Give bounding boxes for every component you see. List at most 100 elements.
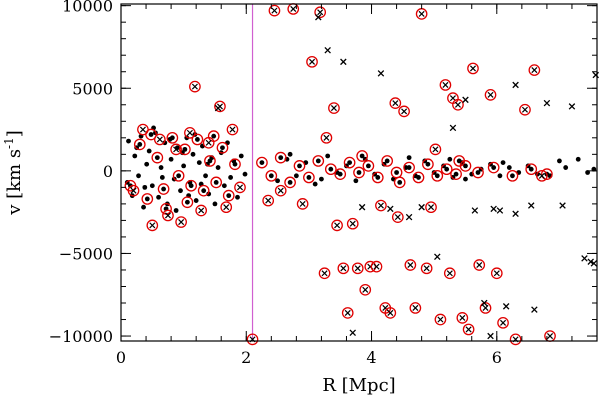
- data-point-ring-dot: [403, 161, 415, 174]
- point-ring: [391, 211, 404, 223]
- data-point-ring-dot: [181, 196, 194, 209]
- data-point-ring-dot: [179, 143, 191, 156]
- data-point-ring-cross: [189, 80, 201, 93]
- data-point-dot: [563, 165, 569, 170]
- data-point-ring-dot: [353, 166, 365, 179]
- point-ring: [314, 6, 327, 19]
- data-point-ring-cross: [462, 323, 475, 336]
- point-ring: [246, 333, 259, 346]
- data-point-ring-cross: [364, 260, 377, 273]
- point-ring: [337, 262, 350, 275]
- data-point-ring-cross: [331, 219, 343, 232]
- data-point-dot: [144, 161, 150, 167]
- point-ring: [404, 259, 417, 271]
- point-ring: [157, 183, 170, 195]
- point-ring: [371, 171, 384, 184]
- data-point-cross: [512, 81, 519, 89]
- data-point-dot: [325, 153, 331, 159]
- point-ring: [184, 127, 196, 139]
- point-ring: [296, 198, 309, 210]
- point-cross: [377, 202, 384, 209]
- point-ring: [341, 307, 354, 319]
- point-ring: [398, 105, 410, 118]
- data-point-dot: [146, 148, 152, 154]
- data-point-dot: [497, 173, 503, 179]
- data-point-cross: [449, 124, 457, 132]
- point-cross: [330, 105, 337, 112]
- point-ring: [284, 176, 296, 189]
- point-ring: [268, 4, 281, 17]
- point-ring: [409, 302, 422, 314]
- data-point-ring-dot: [222, 189, 235, 202]
- point-ring: [497, 316, 509, 329]
- data-point-ring-cross: [320, 131, 333, 144]
- data-point-dot: [238, 153, 244, 159]
- data-point-ring-dot: [431, 169, 444, 182]
- point-cross: [223, 204, 230, 211]
- point-cross: [340, 265, 347, 272]
- data-point-ring-dot: [172, 169, 185, 182]
- data-point-dot: [557, 158, 562, 164]
- point-dot: [375, 175, 381, 180]
- data-point-ring-cross: [389, 97, 402, 109]
- data-point-ring-dot: [506, 169, 519, 182]
- data-point-ring-dot: [256, 156, 268, 169]
- point-cross: [323, 134, 330, 141]
- point-ring: [146, 219, 159, 232]
- point-ring: [472, 166, 484, 179]
- data-point-ring-cross: [484, 89, 497, 101]
- data-point-ring-cross: [479, 302, 492, 314]
- point-cross: [423, 265, 430, 272]
- point-cross: [538, 172, 545, 179]
- data-point-cross: [349, 329, 356, 336]
- data-point-cross: [592, 71, 600, 79]
- point-dot: [184, 199, 190, 205]
- x-tick-label: 4: [366, 348, 376, 367]
- point-ring: [403, 161, 415, 174]
- point-cross: [487, 91, 494, 98]
- data-point-dot: [235, 194, 240, 200]
- point-ring: [389, 97, 402, 109]
- point-dot: [213, 180, 219, 185]
- point-ring: [467, 62, 479, 75]
- data-point-ring-cross: [262, 194, 275, 207]
- point-ring: [127, 184, 140, 197]
- data-point-dot: [506, 165, 512, 170]
- data-point-ring-cross: [274, 184, 287, 197]
- data-point-ring-cross: [519, 103, 531, 116]
- data-point-cross: [358, 203, 366, 211]
- data-point-ring-cross: [375, 199, 387, 212]
- point-cross: [412, 304, 419, 311]
- point-cross: [500, 319, 507, 326]
- point-ring: [189, 80, 201, 93]
- data-point-ring-cross: [146, 219, 159, 232]
- point-cross: [446, 270, 453, 277]
- point-cross: [321, 270, 328, 277]
- point-ring: [519, 103, 531, 116]
- point-dot: [259, 160, 265, 165]
- point-cross: [309, 58, 316, 65]
- point-ring: [412, 171, 425, 184]
- point-ring: [170, 143, 182, 156]
- point-cross: [482, 304, 489, 311]
- data-point-ring-cross: [287, 3, 300, 15]
- data-point-cross: [387, 205, 394, 213]
- data-point-cross: [587, 258, 594, 265]
- point-ring: [462, 323, 475, 336]
- data-point-ring-cross: [404, 259, 417, 271]
- data-point-ring-cross: [509, 333, 522, 346]
- data-point-ring-dot: [312, 155, 325, 167]
- point-ring: [509, 333, 522, 346]
- point-dot: [201, 188, 207, 194]
- x-tick-label: 0: [116, 348, 126, 367]
- y-axis-label: v [km s-1]: [2, 130, 25, 216]
- tick-labels: 0 2 4 6 −10000 −5000 0 5000 10000: [49, 0, 502, 367]
- data-point-ring-dot: [525, 163, 538, 176]
- point-ring: [346, 217, 359, 230]
- point-ring: [293, 160, 306, 172]
- data-point-dot: [319, 176, 324, 182]
- point-cross: [442, 81, 449, 88]
- point-dot: [356, 170, 362, 175]
- data-point-dot: [215, 165, 221, 170]
- data-point-dot: [149, 183, 155, 189]
